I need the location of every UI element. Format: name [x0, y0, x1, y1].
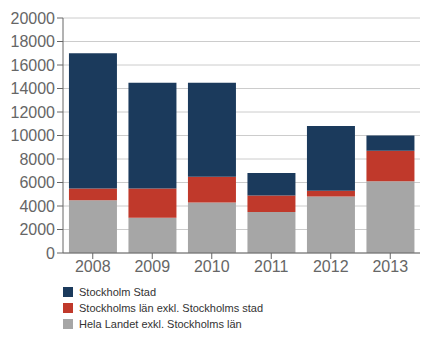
svg-text:6000: 6000 [19, 174, 55, 191]
svg-text:0: 0 [46, 245, 55, 262]
svg-text:2009: 2009 [134, 258, 170, 275]
svg-text:8000: 8000 [19, 151, 55, 168]
svg-text:20000: 20000 [11, 10, 56, 27]
svg-text:2008: 2008 [75, 258, 111, 275]
svg-text:16000: 16000 [11, 57, 56, 74]
html-text:Hela Landet exkl. Stockholms l: Hela Landet exkl. Stockholms län [79, 318, 242, 330]
svg-text:18000: 18000 [11, 33, 56, 50]
svg-text:14000: 14000 [11, 80, 56, 97]
svg-text:2012: 2012 [313, 258, 349, 275]
svg-text:4000: 4000 [19, 198, 55, 215]
html-text:Stockholm Stad: Stockholm Stad [79, 286, 156, 298]
svg-text:2000: 2000 [19, 221, 55, 238]
svg-text:12000: 12000 [11, 104, 56, 121]
svg-text:2013: 2013 [372, 258, 408, 275]
svg-text:2010: 2010 [194, 258, 230, 275]
svg-text:10000: 10000 [11, 127, 56, 144]
html-text:Stockholms län exkl. Stockholm: Stockholms län exkl. Stockholms stad [79, 302, 263, 314]
svg-text:2011: 2011 [254, 258, 289, 275]
